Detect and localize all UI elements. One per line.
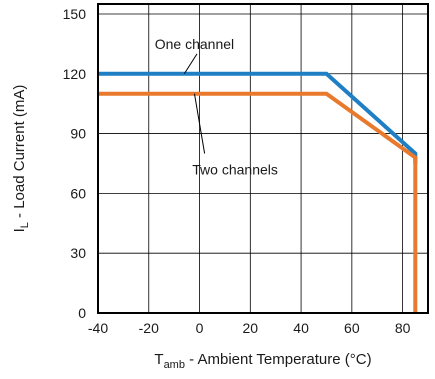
y-tick-label: 90 [70,126,86,142]
x-axis-label-subscript: amb [164,359,185,371]
annotation-two-channels: Two channels [192,161,278,177]
x-tick-label: 80 [395,320,411,336]
grid-layer [98,4,428,313]
annotation-one-channel: One channel [155,36,234,52]
x-tick-label: -40 [88,320,108,336]
y-tick-label: 0 [78,305,86,321]
tick-layer: -40 -20 0 20 40 60 80 0 30 60 90 120 150 [63,6,411,336]
y-axis-label-main: I [11,228,28,232]
x-tick-label: 40 [293,320,309,336]
y-tick-label: 120 [63,66,87,82]
plot-frame [97,3,429,314]
y-axis-label-rest: - Load Current (mA) [11,85,28,223]
x-tick-label: 60 [344,320,360,336]
y-tick-label: 30 [70,245,86,261]
x-axis-label-main: T [154,351,163,368]
leader-layer [183,53,206,154]
y-axis-label: IL - Load Current (mA) [11,85,31,233]
x-axis-label: Tamb - Ambient Temperature (°C) [154,351,371,371]
y-axis-label-subscript: L [19,222,31,228]
y-tick-label: 150 [63,6,87,22]
x-axis-label-rest: - Ambient Temperature (°C) [185,351,372,368]
annotation-leader-two [193,93,206,154]
y-tick-label: 60 [70,185,86,201]
series-layer [98,71,418,313]
annotation-leader-one [183,53,198,75]
series-line-two-channels [98,91,418,313]
x-tick-label: 20 [243,320,259,336]
series-line-one-channel [98,71,418,164]
x-tick-label: -20 [139,320,159,336]
x-tick-label: 0 [196,320,204,336]
